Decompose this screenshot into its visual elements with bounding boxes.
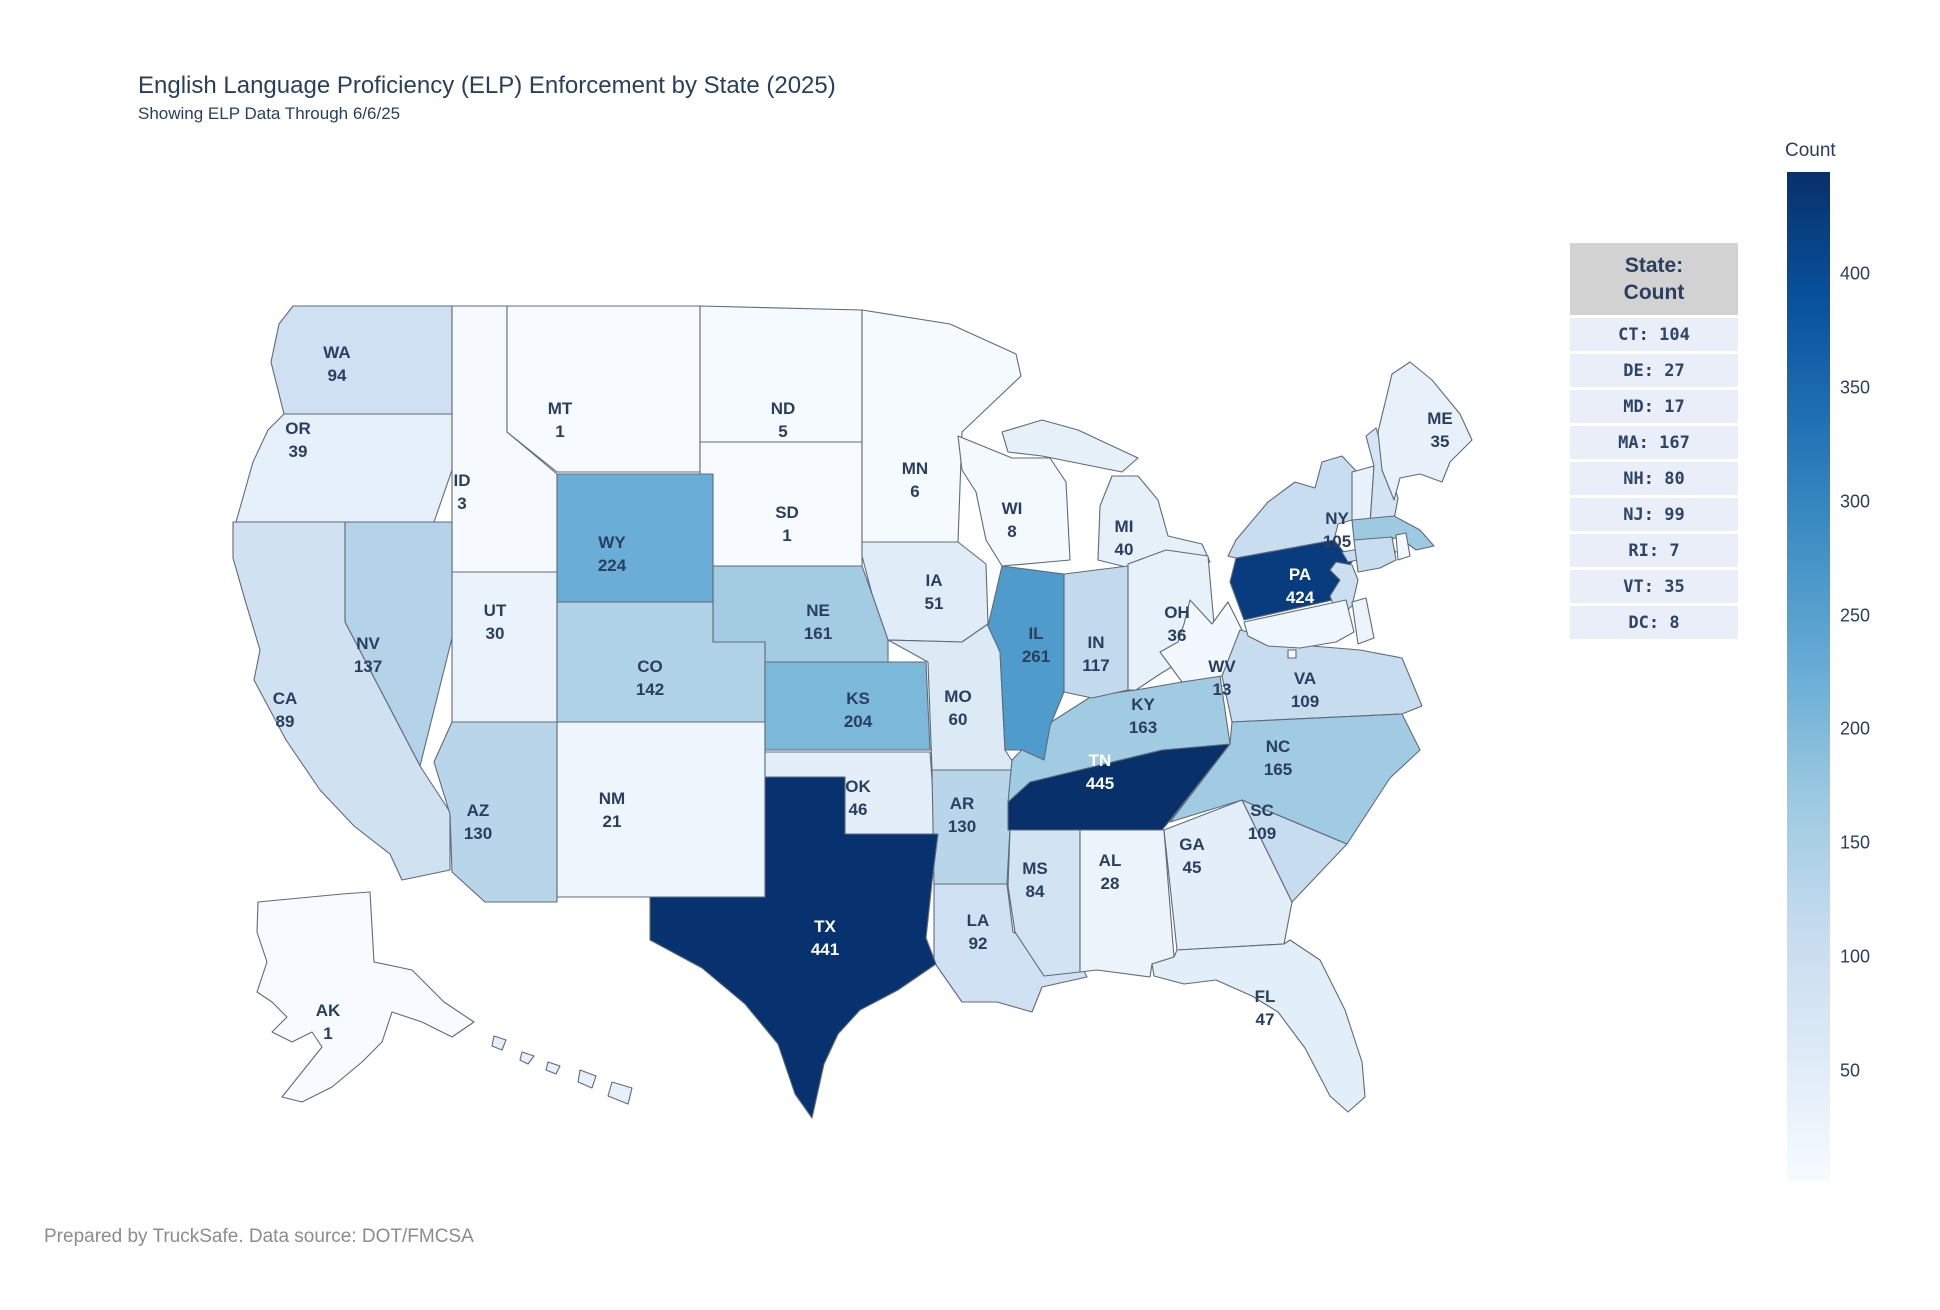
- state-shape-SD[interactable]: [699, 441, 863, 567]
- state-shape-AR[interactable]: [931, 769, 1014, 885]
- state-shape-AZ[interactable]: [433, 721, 558, 903]
- state-count-legend: State: Count CT: 104 DE: 27 MD: 17 MA: 167 N…: [1570, 243, 1738, 639]
- legend-row-DC: DC: 8: [1570, 606, 1738, 639]
- legend-header-line1: State:: [1624, 254, 1684, 277]
- colorbar-tick-50: 50: [1840, 1060, 1861, 1081]
- state-shape-ME[interactable]: [1377, 361, 1473, 501]
- state-shape-NY[interactable]: [1227, 455, 1358, 559]
- legend-row-DE: DE: 27: [1570, 354, 1738, 387]
- page-title: English Language Proficiency (ELP) Enfor…: [138, 72, 836, 99]
- state-shape-MT[interactable]: [506, 305, 701, 473]
- page-subtitle: Showing ELP Data Through 6/6/25: [138, 104, 401, 123]
- legend-row-NJ: NJ: 99: [1570, 498, 1738, 531]
- state-shape-DC[interactable]: [1287, 649, 1297, 659]
- state-shape-HI[interactable]: [577, 1069, 597, 1089]
- state-shape-CA[interactable]: [232, 521, 451, 881]
- state-shape-RI[interactable]: [1395, 532, 1411, 561]
- legend-row-NH: NH: 80: [1570, 462, 1738, 495]
- footer-note: Prepared by TruckSafe. Data source: DOT/…: [44, 1226, 474, 1247]
- state-shape-MD[interactable]: [1243, 599, 1355, 649]
- legend-row-VT: VT: 35: [1570, 570, 1738, 603]
- legend-row-MD: MD: 17: [1570, 390, 1738, 423]
- state-shape-ND[interactable]: [699, 305, 863, 443]
- state-shape-WA[interactable]: [270, 305, 453, 415]
- state-shape-HI[interactable]: [545, 1061, 561, 1075]
- state-shape-DE[interactable]: [1351, 597, 1375, 645]
- state-shape-VA[interactable]: [1221, 629, 1423, 723]
- state-shape-UT[interactable]: [451, 571, 558, 723]
- state-shape-AL[interactable]: [1079, 829, 1175, 978]
- legend-header: State: Count: [1570, 243, 1738, 315]
- colorbar-gradient: [1787, 172, 1830, 1182]
- colorbar-tick-400: 400: [1840, 263, 1871, 284]
- state-shape-TX[interactable]: [649, 776, 939, 1119]
- state-shape-HI[interactable]: [607, 1081, 633, 1105]
- state-shape-AK[interactable]: [256, 891, 475, 1103]
- colorbar-title: Count: [1785, 140, 1836, 161]
- colorbar-tick-350: 350: [1840, 377, 1871, 398]
- state-shape-MO[interactable]: [887, 623, 1017, 773]
- state-shape-HI[interactable]: [519, 1051, 535, 1065]
- colorbar-tick-100: 100: [1840, 946, 1871, 967]
- state-shape-KS[interactable]: [764, 661, 931, 751]
- state-shape-NC[interactable]: [1169, 713, 1421, 845]
- colorbar-tick-300: 300: [1840, 491, 1871, 512]
- state-shape-CT[interactable]: [1353, 536, 1397, 573]
- legend-row-RI: RI: 7: [1570, 534, 1738, 567]
- state-shape-MI[interactable]: [1001, 419, 1139, 473]
- colorbar-tick-150: 150: [1840, 832, 1871, 853]
- state-shape-OR[interactable]: [235, 413, 453, 523]
- colorbar-tick-200: 200: [1840, 718, 1871, 739]
- state-shape-IN[interactable]: [1063, 565, 1129, 699]
- legend-row-CT: CT: 104: [1570, 318, 1738, 351]
- state-shape-HI[interactable]: [491, 1035, 507, 1051]
- state-shape-WI[interactable]: [957, 435, 1071, 567]
- state-shape-WY[interactable]: [556, 473, 714, 603]
- state-shape-LA[interactable]: [933, 883, 1088, 1013]
- legend-header-line2: Count: [1623, 281, 1685, 304]
- colorbar-tick-250: 250: [1840, 605, 1871, 626]
- state-shape-WV[interactable]: [1159, 599, 1243, 683]
- state-shape-FL[interactable]: [1151, 939, 1366, 1113]
- legend-row-MA: MA: 167: [1570, 426, 1738, 459]
- state-shape-NM[interactable]: [556, 721, 766, 898]
